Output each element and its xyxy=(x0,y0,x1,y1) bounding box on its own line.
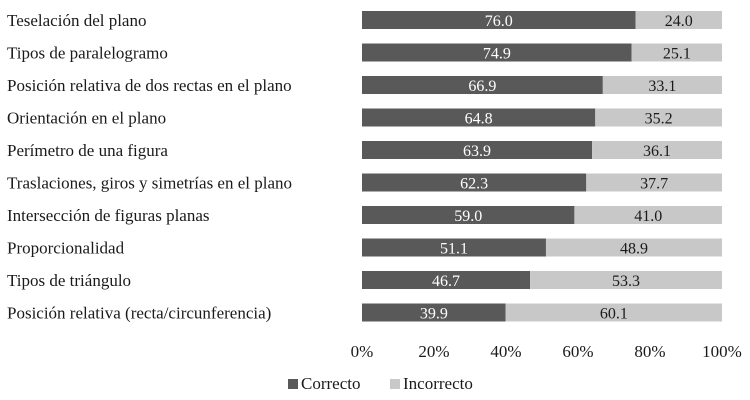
bar-correcto xyxy=(362,303,506,322)
bar-correcto xyxy=(362,43,632,62)
data-label-correcto: 51.1 xyxy=(440,241,468,258)
data-label-incorrecto: 60.1 xyxy=(600,306,628,323)
data-label-incorrecto: 37.7 xyxy=(640,176,668,193)
bar-incorrecto xyxy=(545,238,722,257)
bar-correcto xyxy=(362,141,593,159)
legend-label-correcto: Correcto xyxy=(301,374,360,393)
data-label-correcto: 59.0 xyxy=(454,208,482,225)
category-label: Teselación del plano xyxy=(7,11,146,30)
data-label-correcto: 64.8 xyxy=(465,111,493,128)
data-label-incorrecto: 25.1 xyxy=(663,46,691,63)
bar-correcto xyxy=(362,108,596,127)
category-label: Proporcionalidad xyxy=(7,239,125,258)
category-labels: Teselación del plano Tipos de paralelogra… xyxy=(7,11,292,323)
bar-incorrecto xyxy=(631,43,722,62)
x-axis-ticks: 0% 20% 40% 60% 80% 100% xyxy=(351,342,742,361)
data-label-incorrecto: 24.0 xyxy=(665,13,693,30)
bar-correcto xyxy=(362,76,603,94)
category-label: Traslaciones, giros y simetrías en el pl… xyxy=(7,174,292,193)
legend-swatch-incorrecto xyxy=(390,379,400,389)
data-label-incorrecto: 33.1 xyxy=(648,78,676,95)
bars-group: 76.0 24.0 74.9 25.1 66.9 33.1 64.8 35.2 63.9 36.1… xyxy=(362,11,722,323)
category-label: Posición relativa (recta/circunferencia) xyxy=(7,304,271,323)
data-label-correcto: 46.7 xyxy=(432,273,460,290)
data-label-correcto: 62.3 xyxy=(460,176,488,193)
bar-incorrecto xyxy=(530,271,722,289)
x-tick-label: 20% xyxy=(418,342,449,361)
bar-incorrecto xyxy=(595,108,722,127)
data-label-correcto: 63.9 xyxy=(463,143,491,160)
bar-correcto xyxy=(362,238,546,257)
bar-incorrecto xyxy=(586,173,722,192)
data-label-incorrecto: 48.9 xyxy=(620,241,648,258)
bar-correcto xyxy=(362,11,636,29)
legend-swatch-correcto xyxy=(288,379,298,389)
x-tick-label: 100% xyxy=(702,342,742,361)
x-tick-label: 60% xyxy=(562,342,593,361)
x-tick-label: 40% xyxy=(490,342,521,361)
bar-incorrecto xyxy=(574,206,722,224)
bar-incorrecto xyxy=(505,303,722,322)
category-label: Tipos de triángulo xyxy=(7,271,131,290)
bar-incorrecto xyxy=(592,141,722,159)
bar-correcto xyxy=(362,173,587,192)
data-label-incorrecto: 41.0 xyxy=(634,208,662,225)
bar-correcto xyxy=(362,271,531,289)
category-label: Intersección de figuras planas xyxy=(7,206,210,225)
data-label-incorrecto: 53.3 xyxy=(612,273,640,290)
category-label: Posición relativa de dos rectas en el pl… xyxy=(7,76,292,95)
x-tick-label: 0% xyxy=(351,342,374,361)
x-tick-label: 80% xyxy=(634,342,665,361)
data-label-correcto: 66.9 xyxy=(468,78,496,95)
data-label-correcto: 74.9 xyxy=(483,46,511,63)
bar-incorrecto xyxy=(635,11,722,29)
category-label: Perímetro de una figura xyxy=(7,141,168,160)
category-label: Orientación en el plano xyxy=(7,109,166,128)
legend: Correcto Incorrecto xyxy=(288,374,473,393)
legend-label-incorrecto: Incorrecto xyxy=(403,374,473,393)
data-label-incorrecto: 36.1 xyxy=(643,143,671,160)
data-label-correcto: 76.0 xyxy=(485,13,513,30)
bar-incorrecto xyxy=(602,76,722,94)
bar-correcto xyxy=(362,206,575,224)
data-label-incorrecto: 35.2 xyxy=(645,111,673,128)
category-label: Tipos de paralelogramo xyxy=(7,44,168,63)
data-label-correcto: 39.9 xyxy=(420,306,448,323)
